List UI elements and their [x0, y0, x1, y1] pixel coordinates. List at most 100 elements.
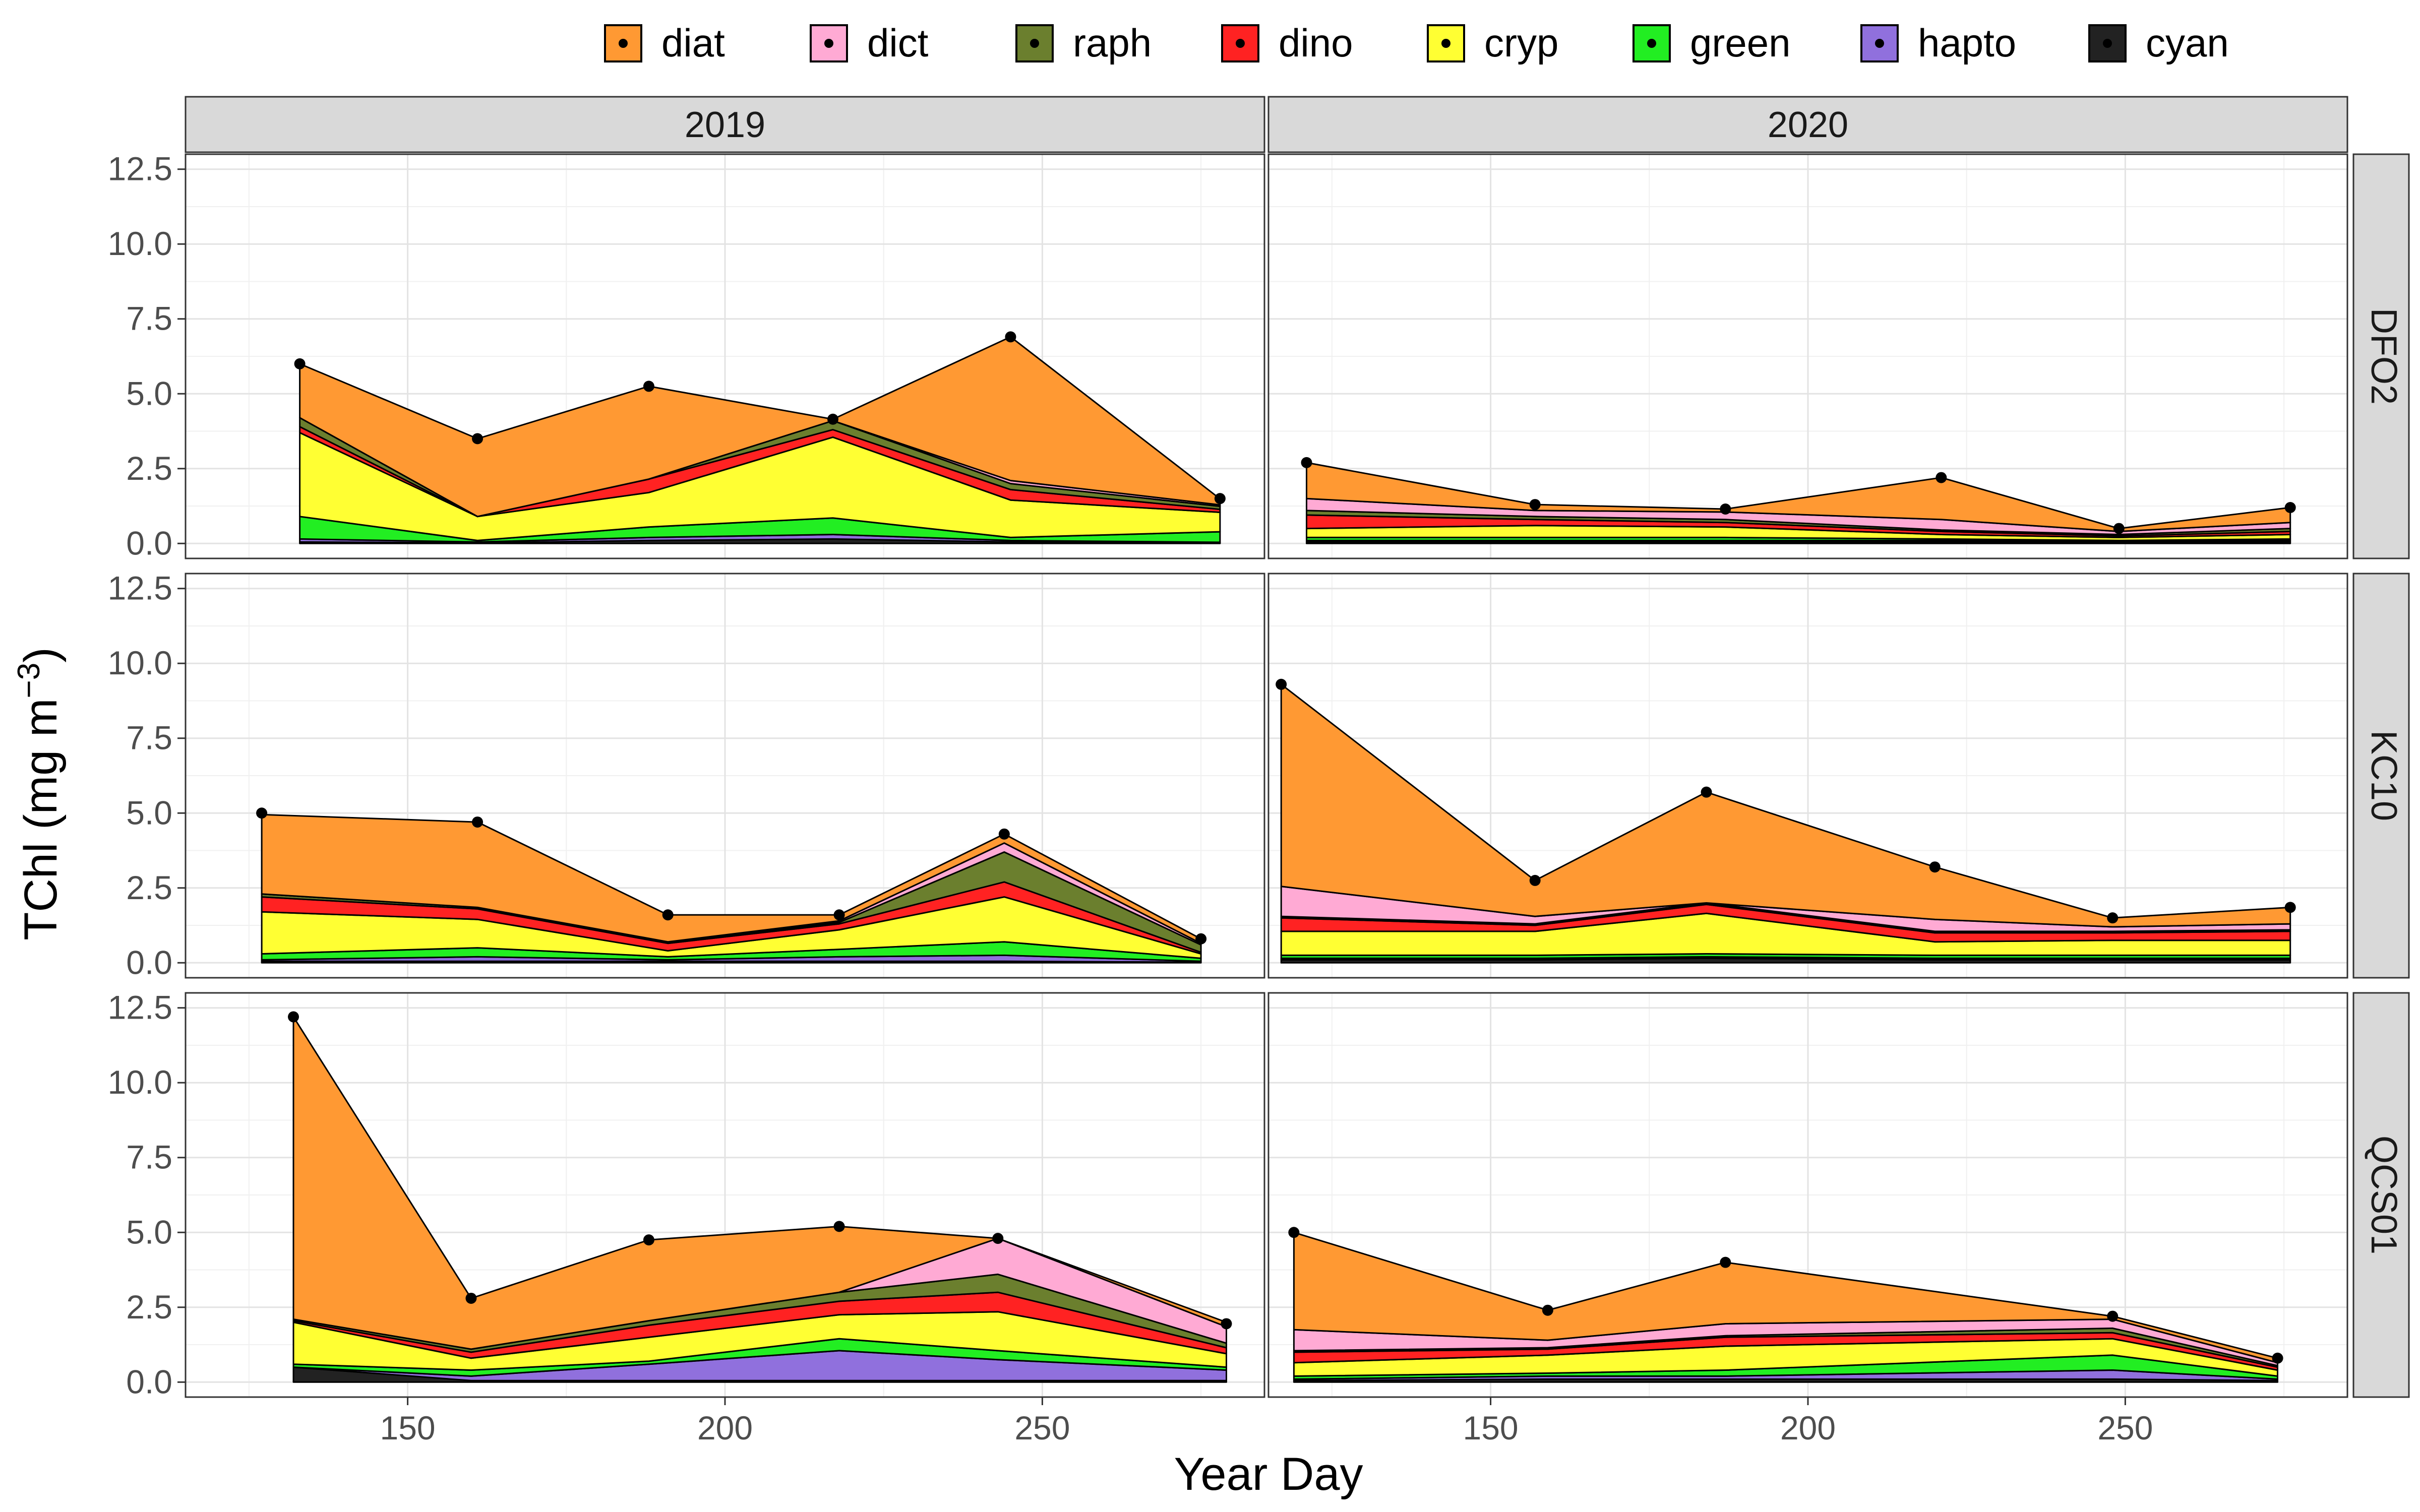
x-tick-label: 200	[1780, 1409, 1836, 1446]
legend-label-dino: dino	[1279, 21, 1353, 65]
legend-item-cryp: cryp	[1427, 21, 1558, 65]
legend-key-dot-hapto	[1875, 39, 1884, 48]
total-point	[1005, 331, 1016, 343]
panel-QCS01-2020: 150 200 250	[1267, 992, 2348, 1446]
total-point	[288, 1011, 299, 1023]
y-axis-title-superscript: −3	[12, 663, 46, 699]
total-point	[2107, 912, 2119, 924]
legend-label-cyan: cyan	[2146, 21, 2229, 65]
total-point	[992, 1233, 1004, 1244]
total-point	[827, 413, 838, 425]
total-point	[2272, 1352, 2283, 1364]
total-point	[294, 358, 306, 369]
total-point	[833, 1221, 845, 1232]
legend-item-green: green	[1632, 21, 1791, 65]
x-tick-label: 200	[697, 1409, 753, 1446]
strip-col-label: 2019	[685, 105, 765, 145]
y-tick-label: 0.0	[126, 1363, 172, 1400]
strip-row-box	[2352, 153, 2410, 559]
legend: diat dict raph dino cryp green hapto cyan	[604, 21, 2229, 65]
total-point	[2107, 1310, 2119, 1322]
strip-col-label: 2020	[1768, 105, 1848, 145]
legend-key-dot-dino	[1236, 39, 1245, 48]
panel-DFO2-2019: 0.0 2.5 5.0 7.5 10.0 12.5	[108, 150, 1265, 561]
panel-grid	[1268, 154, 2347, 558]
y-tick-label: 2.5	[126, 869, 172, 906]
total-point	[2284, 502, 2296, 514]
total-point	[1288, 1227, 1300, 1238]
strip-row-KC10: KC10	[2352, 573, 2410, 979]
y-tick-label: 5.0	[126, 374, 172, 412]
total-point	[2284, 902, 2296, 913]
total-point	[256, 807, 268, 819]
total-point	[1221, 1318, 1232, 1330]
y-tick-label: 10.0	[108, 225, 172, 262]
legend-key-dot-green	[1647, 39, 1656, 48]
strip-row-QCS01: QCS01	[2352, 992, 2410, 1398]
legend-item-diat: diat	[604, 21, 725, 65]
y-tick-label: 0.0	[126, 524, 172, 561]
strip-col-box	[185, 96, 1265, 153]
panel-border	[185, 153, 1265, 559]
strip-row-label: DFO2	[2364, 308, 2404, 405]
panel-QCS01-2019: 0.0 2.5 5.0 7.5 10.0 12.5 150 200 250	[108, 989, 1265, 1446]
strip-col-2020: 2020	[1267, 96, 2348, 153]
total-point	[472, 816, 483, 828]
panel-border	[1267, 153, 2348, 559]
total-point	[643, 381, 654, 392]
legend-label-dict: dict	[867, 21, 929, 65]
total-point	[643, 1234, 654, 1246]
total-point	[2113, 523, 2125, 534]
panel-KC10-2019: 0.0 2.5 5.0 7.5 10.0 12.5	[108, 570, 1265, 981]
x-tick-label: 150	[1463, 1409, 1519, 1446]
legend-key-dot-raph	[1030, 39, 1039, 48]
total-point	[1720, 503, 1731, 515]
y-tick-label: 2.5	[126, 450, 172, 487]
y-tick-label: 5.0	[126, 794, 172, 831]
y-tick-label: 12.5	[108, 150, 172, 187]
legend-label-hapto: hapto	[1918, 21, 2016, 65]
strip-row-DFO2: DFO2	[2352, 153, 2410, 559]
y-tick-label: 5.0	[126, 1213, 172, 1250]
y-tick-label: 10.0	[108, 644, 172, 681]
total-point	[1195, 933, 1207, 944]
y-tick-label: 7.5	[126, 719, 172, 757]
x-tick-label: 250	[1014, 1409, 1070, 1446]
legend-key-dot-cyan	[2103, 39, 2112, 48]
total-point	[472, 433, 483, 445]
strip-col-box	[1267, 96, 2348, 153]
total-point	[833, 909, 845, 921]
total-point	[1529, 499, 1541, 511]
panel-KC10-2020	[1267, 573, 2348, 979]
strip-row-label: KC10	[2364, 730, 2404, 821]
legend-item-cyan: cyan	[2088, 21, 2229, 65]
total-point	[1542, 1304, 1553, 1316]
total-point	[1929, 861, 1941, 873]
y-axis-title-main: TChl (mg m	[15, 698, 67, 940]
panel-border	[185, 573, 1265, 979]
legend-key-dot-dict	[824, 39, 833, 48]
y-tick-label: 12.5	[108, 570, 172, 607]
legend-item-dino: dino	[1221, 21, 1353, 65]
panel-border	[1267, 573, 2348, 979]
y-tick-label: 12.5	[108, 989, 172, 1026]
y-axis-title: TChl (mg m−3)	[12, 647, 67, 940]
y-tick-label: 10.0	[108, 1063, 172, 1101]
total-point	[1720, 1256, 1731, 1268]
y-axis-title-suffix: )	[15, 647, 67, 663]
total-point	[1529, 874, 1541, 886]
y-tick-label: 7.5	[126, 300, 172, 337]
total-point	[998, 828, 1010, 840]
legend-label-green: green	[1690, 21, 1791, 65]
legend-key-dot-cryp	[1441, 39, 1450, 48]
x-tick-label: 250	[2097, 1409, 2153, 1446]
legend-item-hapto: hapto	[1860, 21, 2016, 65]
legend-key-diat	[604, 24, 642, 62]
y-tick-label: 7.5	[126, 1139, 172, 1176]
panel-DFO2-2020	[1267, 153, 2348, 559]
strip-row-box	[2352, 573, 2410, 979]
legend-label-diat: diat	[661, 21, 725, 65]
total-point	[1301, 457, 1312, 468]
total-point	[1935, 472, 1947, 483]
